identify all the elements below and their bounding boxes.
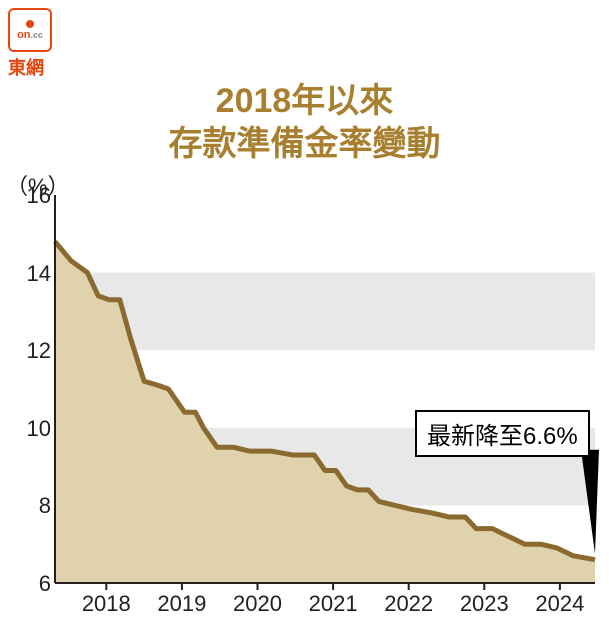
logo-dot-icon bbox=[26, 20, 34, 28]
x-tick-label: 2018 bbox=[82, 591, 131, 617]
logo-label: 東網 bbox=[8, 54, 52, 80]
chart-title: 2018年以來存款準備金率變動 bbox=[0, 80, 609, 165]
title-line2: 存款準備金率變動 bbox=[169, 125, 441, 163]
x-tick-label: 2024 bbox=[535, 591, 584, 617]
logo-box: on.cc bbox=[8, 8, 52, 52]
y-tick-label: 6 bbox=[11, 571, 51, 597]
plot-area bbox=[55, 195, 595, 583]
source-logo: on.cc 東網 bbox=[8, 8, 52, 80]
x-tick-label: 2023 bbox=[460, 591, 509, 617]
chart-svg bbox=[55, 195, 595, 583]
x-tick-label: 2019 bbox=[157, 591, 206, 617]
annotation-label: 最新降至6.6% bbox=[415, 410, 590, 457]
y-tick-label: 12 bbox=[11, 338, 51, 364]
title-line1: 2018年以來 bbox=[216, 82, 394, 120]
x-tick-label: 2021 bbox=[309, 591, 358, 617]
grid-band bbox=[55, 273, 595, 351]
y-tick-label: 8 bbox=[11, 493, 51, 519]
y-tick-label: 14 bbox=[11, 261, 51, 287]
y-tick-label: 10 bbox=[11, 416, 51, 442]
y-tick-label: 16 bbox=[11, 183, 51, 209]
logo-main-text: on.cc bbox=[17, 30, 43, 41]
x-tick-label: 2022 bbox=[384, 591, 433, 617]
x-tick-label: 2020 bbox=[233, 591, 282, 617]
chart-container: 2018年以來存款準備金率變動 bbox=[0, 80, 609, 173]
